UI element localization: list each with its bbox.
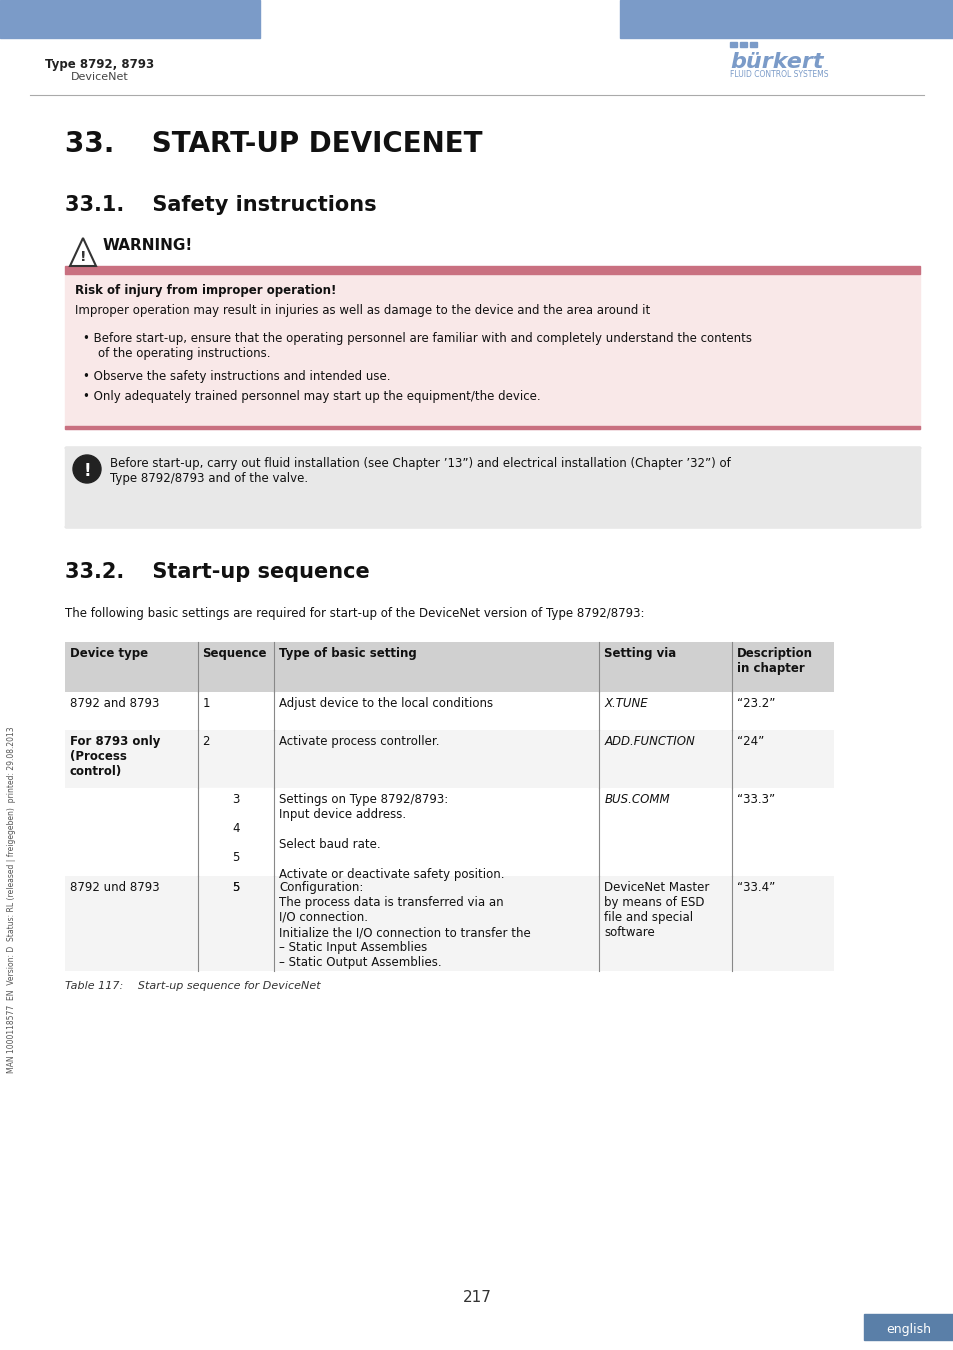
Text: Setting via: Setting via xyxy=(604,647,676,660)
Bar xyxy=(598,730,731,788)
Text: 33.2.  Start-up sequence: 33.2. Start-up sequence xyxy=(65,562,370,582)
Text: 33.1.  Safety instructions: 33.1. Safety instructions xyxy=(65,194,376,215)
Bar xyxy=(274,693,598,730)
Text: “33.4”: “33.4” xyxy=(736,882,775,894)
Bar xyxy=(65,643,197,693)
Bar xyxy=(65,693,197,730)
Bar xyxy=(274,730,598,788)
Text: Activate process controller.: Activate process controller. xyxy=(279,734,439,748)
Bar xyxy=(729,42,737,47)
Bar xyxy=(598,876,731,971)
Text: Before start-up, carry out fluid installation (see Chapter ’13”) and electrical : Before start-up, carry out fluid install… xyxy=(110,458,730,485)
Text: 1: 1 xyxy=(202,697,210,710)
Bar xyxy=(274,643,598,693)
Bar xyxy=(731,788,834,876)
Text: Type 8792, 8793: Type 8792, 8793 xyxy=(46,58,154,72)
Text: X.TUNE: X.TUNE xyxy=(604,697,647,710)
Text: 3: 3 xyxy=(233,792,239,806)
Text: BUS.COMM: BUS.COMM xyxy=(604,792,669,806)
Text: Improper operation may result in injuries as well as damage to the device and th: Improper operation may result in injurie… xyxy=(75,304,650,317)
Text: Risk of injury from improper operation!: Risk of injury from improper operation! xyxy=(75,284,336,297)
Text: !: ! xyxy=(83,462,91,481)
Text: • Only adequately trained personnel may start up the equipment/the device.: • Only adequately trained personnel may … xyxy=(83,390,540,404)
Bar xyxy=(65,876,919,971)
Text: The following basic settings are required for start-up of the DeviceNet version : The following basic settings are require… xyxy=(65,608,644,620)
Bar xyxy=(65,447,919,526)
Text: WARNING!: WARNING! xyxy=(103,238,193,252)
Text: english: english xyxy=(885,1323,930,1335)
Text: MAN 1000118577  EN  Version: D  Status: RL (released | freigegeben)  printed: 29: MAN 1000118577 EN Version: D Status: RL … xyxy=(8,726,16,1073)
Bar xyxy=(65,788,197,876)
Text: Table 117:  Start-up sequence for DeviceNet: Table 117: Start-up sequence for DeviceN… xyxy=(65,981,320,991)
Text: Configuration:
The process data is transferred via an
I/O connection.
Initialize: Configuration: The process data is trans… xyxy=(279,882,531,969)
Text: 5: 5 xyxy=(233,882,239,894)
Bar xyxy=(65,788,919,876)
Text: 5: 5 xyxy=(233,882,239,894)
Text: “33.3”: “33.3” xyxy=(736,792,774,806)
Text: 2: 2 xyxy=(202,734,210,748)
Bar xyxy=(65,730,197,788)
Bar xyxy=(65,876,197,971)
Text: 5: 5 xyxy=(233,850,239,864)
Text: ADD.FUNCTION: ADD.FUNCTION xyxy=(604,734,695,748)
Text: DeviceNet Master
by means of ESD
file and special
software: DeviceNet Master by means of ESD file an… xyxy=(604,882,709,940)
Bar xyxy=(274,788,598,876)
Text: FLUID CONTROL SYSTEMS: FLUID CONTROL SYSTEMS xyxy=(729,70,827,80)
Text: 8792 and 8793: 8792 and 8793 xyxy=(70,697,159,710)
Bar xyxy=(731,730,834,788)
Bar xyxy=(749,42,757,47)
Text: Description
in chapter: Description in chapter xyxy=(736,647,812,675)
Text: bürkert: bürkert xyxy=(729,53,822,72)
Text: Type of basic setting: Type of basic setting xyxy=(279,647,416,660)
Text: !: ! xyxy=(80,250,86,265)
Polygon shape xyxy=(70,238,96,266)
Bar xyxy=(65,643,919,693)
Text: 217: 217 xyxy=(462,1291,491,1305)
Bar xyxy=(598,693,731,730)
Text: Settings on Type 8792/8793:
Input device address.

Select baud rate.

Activate o: Settings on Type 8792/8793: Input device… xyxy=(279,792,504,882)
Bar xyxy=(731,643,834,693)
Bar xyxy=(197,876,274,971)
Bar xyxy=(731,876,834,971)
Circle shape xyxy=(73,455,101,483)
Bar xyxy=(731,693,834,730)
Bar xyxy=(598,643,731,693)
Bar xyxy=(863,1314,953,1341)
Text: Device type: Device type xyxy=(70,647,148,660)
Text: “24”: “24” xyxy=(736,734,763,748)
Text: • Observe the safety instructions and intended use.: • Observe the safety instructions and in… xyxy=(83,370,390,383)
Bar xyxy=(740,42,746,47)
Text: For 8793 only
(Process
control): For 8793 only (Process control) xyxy=(70,734,160,778)
Bar xyxy=(598,788,731,876)
Text: “23.2”: “23.2” xyxy=(736,697,775,710)
Bar xyxy=(65,730,919,788)
Bar xyxy=(274,876,598,971)
Bar xyxy=(0,0,260,38)
Text: 4: 4 xyxy=(232,822,239,836)
Bar xyxy=(197,788,274,876)
Text: DeviceNet: DeviceNet xyxy=(71,72,129,82)
Bar xyxy=(65,274,919,429)
Text: 33.  START-UP DEVICENET: 33. START-UP DEVICENET xyxy=(65,130,482,158)
Text: Adjust device to the local conditions: Adjust device to the local conditions xyxy=(279,697,493,710)
Text: Sequence: Sequence xyxy=(202,647,267,660)
Bar xyxy=(65,427,919,429)
Bar xyxy=(619,0,953,38)
Text: • Before start-up, ensure that the operating personnel are familiar with and com: • Before start-up, ensure that the opera… xyxy=(83,332,751,360)
Bar xyxy=(197,643,274,693)
Bar xyxy=(65,266,919,274)
Text: 8792 und 8793: 8792 und 8793 xyxy=(70,882,159,894)
Bar xyxy=(65,693,919,730)
Bar xyxy=(197,693,274,730)
Bar xyxy=(197,730,274,788)
